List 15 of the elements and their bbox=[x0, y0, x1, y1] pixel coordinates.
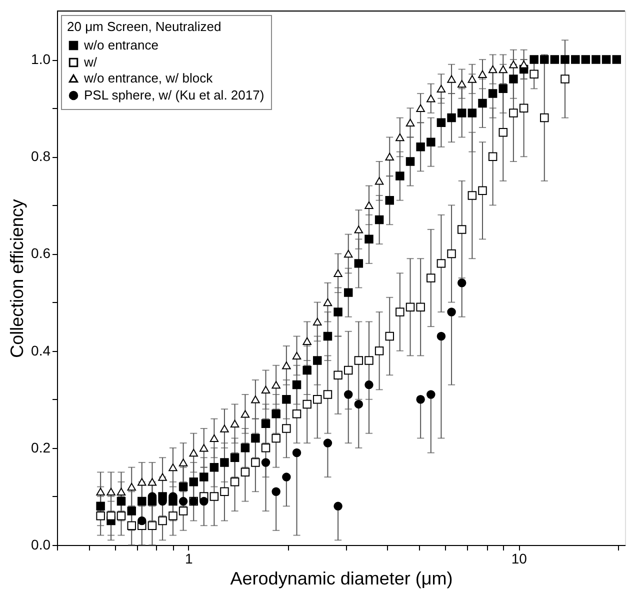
y-axis-title: Collection efficiency bbox=[7, 199, 28, 358]
y-tick-label: 0.2 bbox=[31, 439, 51, 456]
y-tick-label: 0.0 bbox=[31, 536, 51, 552]
legend-label: w/o entrance bbox=[83, 38, 158, 52]
y-tick-label: 0.4 bbox=[31, 342, 51, 358]
y-tick-label: 0.8 bbox=[31, 148, 51, 164]
x-tick-label: 1 bbox=[185, 550, 193, 566]
x-axis-title: Aerodynamic diameter (μm) bbox=[230, 568, 453, 588]
y-tick-label: 0.6 bbox=[31, 245, 51, 262]
legend-label: w/o entrance, w/ block bbox=[83, 70, 214, 86]
legend-label: w/ bbox=[83, 54, 98, 70]
legend-label: PSL sphere, w/ (Ku et al. 2017) bbox=[84, 88, 264, 102]
legend-title: 20 μm Screen, Neutralized bbox=[67, 19, 222, 34]
y-tick-label: 1.0 bbox=[31, 51, 51, 68]
x-tick-label: 10 bbox=[511, 550, 528, 566]
